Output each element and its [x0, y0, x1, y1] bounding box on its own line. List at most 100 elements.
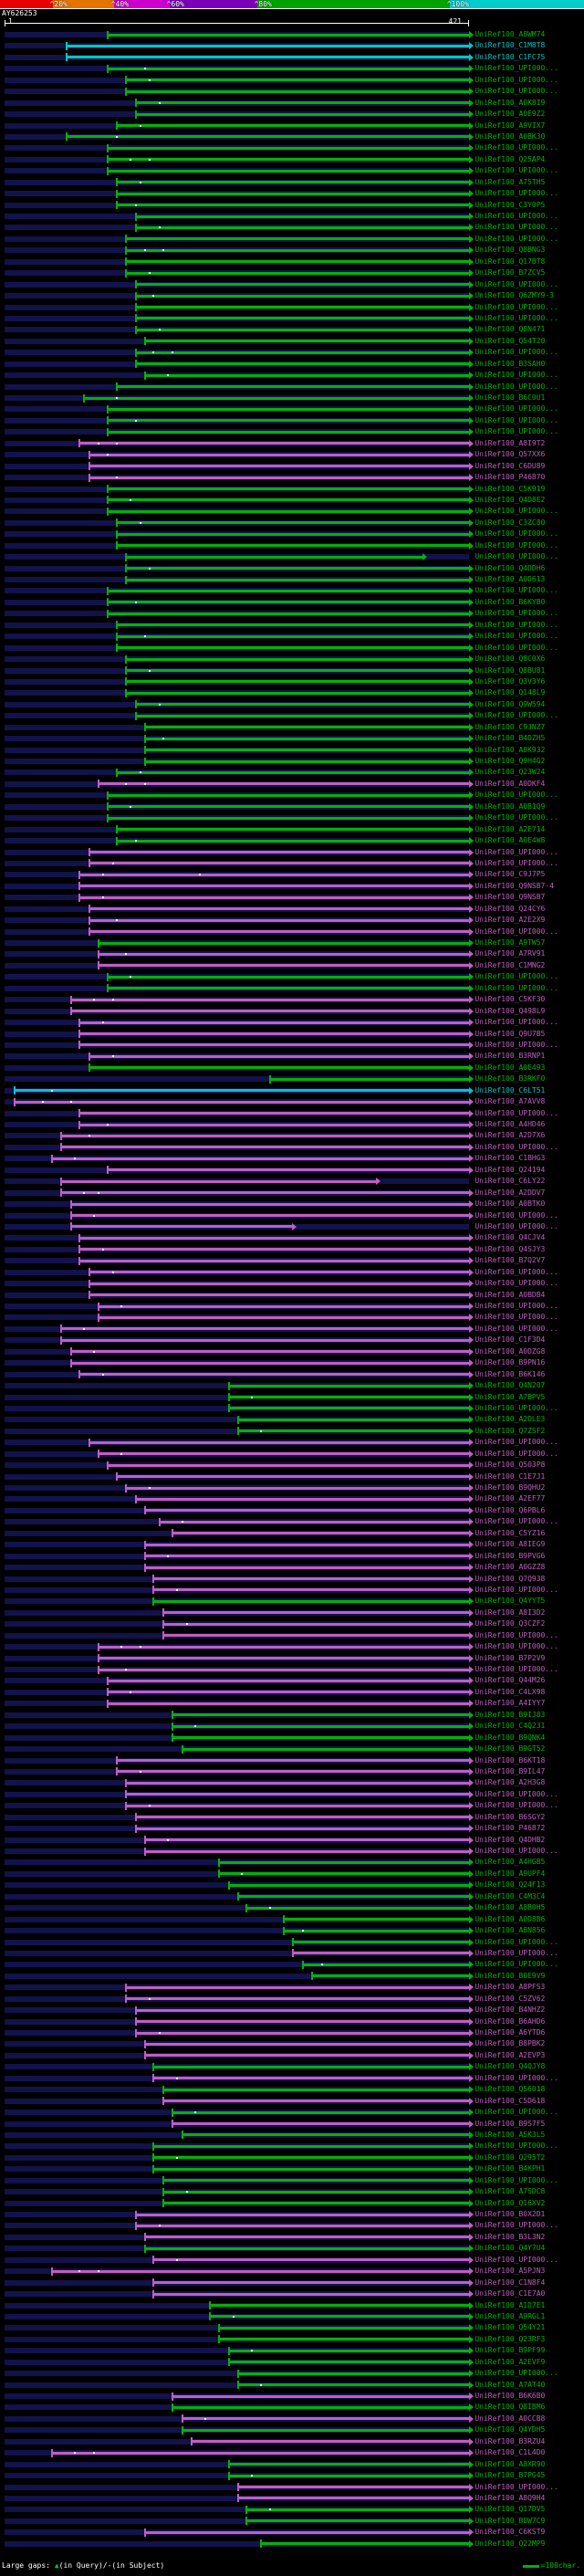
hit-label[interactable]: UniRef100_UPI000...: [474, 427, 558, 436]
hit-label[interactable]: UniRef100_UPI000...: [474, 1302, 558, 1310]
hit-label[interactable]: UniRef100_Q7Q938: [474, 1574, 546, 1583]
hit-label[interactable]: UniRef100_UPI000...: [474, 1449, 558, 1458]
hit-label[interactable]: UniRef100_Q4YDH5: [474, 2425, 546, 2435]
hit-label[interactable]: UniRef100_Q9U7B5: [474, 1029, 546, 1038]
hit-label[interactable]: UniRef100_C5ZV62: [474, 1994, 546, 2003]
hit-label[interactable]: UniRef100_UPI000...: [474, 1040, 558, 1049]
hit-label[interactable]: UniRef100_A9UPF4: [474, 1869, 546, 1878]
hit-label[interactable]: UniRef100_B7P2V9: [474, 1653, 546, 1662]
hit-label[interactable]: UniRef100_UPI000...: [474, 1789, 558, 1798]
hit-label[interactable]: UniRef100_UPI000...: [474, 2221, 558, 2230]
hit-label[interactable]: UniRef100_A8IEG9: [474, 1540, 546, 1549]
hit-label[interactable]: UniRef100_UPI000...: [474, 813, 558, 822]
hit-label[interactable]: UniRef100_B6K146: [474, 1369, 546, 1378]
hit-label[interactable]: UniRef100_Q4SJY3: [474, 1244, 546, 1253]
hit-label[interactable]: UniRef100_UPI000...: [474, 1018, 558, 1027]
hit-label[interactable]: UniRef100_Q148L9: [474, 688, 546, 697]
hit-label[interactable]: UniRef100_UPI000...: [474, 1847, 558, 1855]
hit-label[interactable]: UniRef100_Q23RF3: [474, 2334, 546, 2343]
hit-label[interactable]: UniRef100_C1N8F4: [474, 2278, 546, 2287]
hit-label[interactable]: UniRef100_UPI000...: [474, 1221, 558, 1230]
hit-label[interactable]: UniRef100_C9JNZ7: [474, 722, 546, 731]
hit-label[interactable]: UniRef100_B9QNK4: [474, 1733, 546, 1742]
hit-label[interactable]: UniRef100_C1L4D0: [474, 2448, 546, 2457]
hit-label[interactable]: UniRef100_UPI000...: [474, 2073, 558, 2082]
hit-label[interactable]: UniRef100_Q9NSB7-4: [474, 881, 555, 890]
hit-label[interactable]: UniRef100_A8N856: [474, 1926, 546, 1935]
hit-label[interactable]: UniRef100_A8I3D2: [474, 1607, 546, 1617]
hit-label[interactable]: UniRef100_Q17DV5: [474, 2505, 546, 2514]
hit-label[interactable]: UniRef100_A2E2X9: [474, 916, 546, 925]
hit-label[interactable]: UniRef100_A0BTK0: [474, 1199, 546, 1209]
hit-label[interactable]: UniRef100_UPI000...: [474, 1630, 558, 1639]
hit-label[interactable]: UniRef100_Q3CZF2: [474, 1619, 546, 1628]
hit-label[interactable]: UniRef100_UPI000...: [474, 540, 558, 550]
hit-label[interactable]: UniRef100_A0D613: [474, 575, 546, 583]
hit-label[interactable]: UniRef100_UPI000...: [474, 632, 558, 641]
hit-label[interactable]: UniRef100_UPI000...: [474, 313, 558, 322]
hit-label[interactable]: UniRef100_UPI000...: [474, 302, 558, 311]
hit-label[interactable]: UniRef100_Q8BNG3: [474, 246, 546, 255]
hit-label[interactable]: UniRef100_A0E4W8: [474, 836, 546, 845]
hit-label[interactable]: UniRef100_P46870: [474, 473, 546, 482]
hit-label[interactable]: UniRef100_UPI000...: [474, 983, 558, 992]
hit-label[interactable]: UniRef100_B6SGY2: [474, 1812, 546, 1821]
hit-label[interactable]: UniRef100_B9IL47: [474, 1766, 546, 1775]
hit-label[interactable]: UniRef100_C4Q231: [474, 1722, 546, 1731]
hit-label[interactable]: UniRef100_C6LT51: [474, 1085, 546, 1094]
hit-label[interactable]: UniRef100_C4M3C4: [474, 1891, 546, 1901]
hit-label[interactable]: UniRef100_UPI000...: [474, 143, 558, 152]
hit-label[interactable]: UniRef100_A75TH5: [474, 177, 546, 186]
hit-label[interactable]: UniRef100_A7SDC8: [474, 2187, 546, 2196]
hit-label[interactable]: UniRef100_UPI000...: [474, 858, 558, 867]
hit-label[interactable]: UniRef100_Q9H4G2: [474, 757, 546, 765]
hit-label[interactable]: UniRef100_UPI000...: [474, 1108, 558, 1117]
hit-label[interactable]: UniRef100_B3RZU4: [474, 2436, 546, 2445]
hit-label[interactable]: UniRef100_A0E9Z2: [474, 110, 546, 119]
hit-label[interactable]: UniRef100_UPI000...: [474, 1267, 558, 1276]
hit-label[interactable]: UniRef100_Q22MP9: [474, 2539, 546, 2548]
hit-label[interactable]: UniRef100_UPI000...: [474, 1665, 558, 1673]
hit-label[interactable]: UniRef100_B6K6B0: [474, 2392, 546, 2400]
hit-label[interactable]: UniRef100_A8Q9H4: [474, 2493, 546, 2502]
hit-label[interactable]: UniRef100_UPI000...: [474, 2108, 558, 2117]
hit-label[interactable]: UniRef100_A9TW57: [474, 938, 546, 947]
hit-label[interactable]: UniRef100_UPI000...: [474, 382, 558, 391]
hit-label[interactable]: UniRef100_Q23W24: [474, 768, 546, 777]
hit-label[interactable]: UniRef100_UPI000...: [474, 643, 558, 652]
hit-label[interactable]: UniRef100_Q7ZSF2: [474, 1426, 546, 1435]
hit-label[interactable]: UniRef100_UPI000...: [474, 1960, 558, 1969]
hit-label[interactable]: UniRef100_Q4CJV4: [474, 1233, 546, 1242]
hit-label[interactable]: UniRef100_A8WM74: [474, 30, 546, 38]
hit-label[interactable]: UniRef100_UPI000...: [474, 212, 558, 220]
hit-label[interactable]: UniRef100_Q4D8E2: [474, 495, 546, 504]
hit-label[interactable]: UniRef100_Q4DHB2: [474, 1835, 546, 1844]
hit-label[interactable]: UniRef100_P46872: [474, 1824, 546, 1833]
hit-label[interactable]: UniRef100_UPI000...: [474, 1324, 558, 1333]
hit-label[interactable]: UniRef100_UPI000...: [474, 166, 558, 175]
hit-label[interactable]: UniRef100_Q8C0X6: [474, 654, 546, 664]
hit-label[interactable]: UniRef100_UPI000...: [474, 1517, 558, 1526]
hit-label[interactable]: UniRef100_B0W7C9: [474, 2516, 546, 2525]
hit-label[interactable]: UniRef100_A5PJN3: [474, 2267, 546, 2276]
hit-label[interactable]: UniRef100_A0CCB8: [474, 2414, 546, 2423]
hit-label[interactable]: UniRef100_Q44M26: [474, 1676, 546, 1685]
hit-label[interactable]: UniRef100_UPI000...: [474, 791, 558, 800]
hit-label[interactable]: UniRef100_C1BHG3: [474, 1154, 546, 1163]
hit-label[interactable]: UniRef100_Q8N471: [474, 325, 546, 334]
hit-label[interactable]: UniRef100_UPI000...: [474, 415, 558, 424]
hit-label[interactable]: UniRef100_A9RGL1: [474, 2311, 546, 2320]
hit-label[interactable]: UniRef100_UPI000...: [474, 1937, 558, 1946]
hit-label[interactable]: UniRef100_C5D618: [474, 2096, 546, 2105]
hit-label[interactable]: UniRef100_Q295T2: [474, 2152, 546, 2162]
hit-label[interactable]: UniRef100_UPI000...: [474, 1585, 558, 1594]
hit-label[interactable]: UniRef100_C1FC75: [474, 52, 546, 61]
hit-label[interactable]: UniRef100_C1MNG2: [474, 960, 546, 969]
hit-label[interactable]: UniRef100_Q8BU81: [474, 665, 546, 675]
hit-label[interactable]: UniRef100_A9VIX7: [474, 120, 546, 130]
hit-label[interactable]: UniRef100_Q4N207: [474, 1381, 546, 1390]
hit-label[interactable]: UniRef100_UPI000...: [474, 223, 558, 232]
hit-label[interactable]: UniRef100_A7AVV8: [474, 1097, 546, 1106]
hit-label[interactable]: UniRef100_A7BPV5: [474, 1392, 546, 1401]
hit-label[interactable]: UniRef100_C3ZC80: [474, 518, 546, 527]
